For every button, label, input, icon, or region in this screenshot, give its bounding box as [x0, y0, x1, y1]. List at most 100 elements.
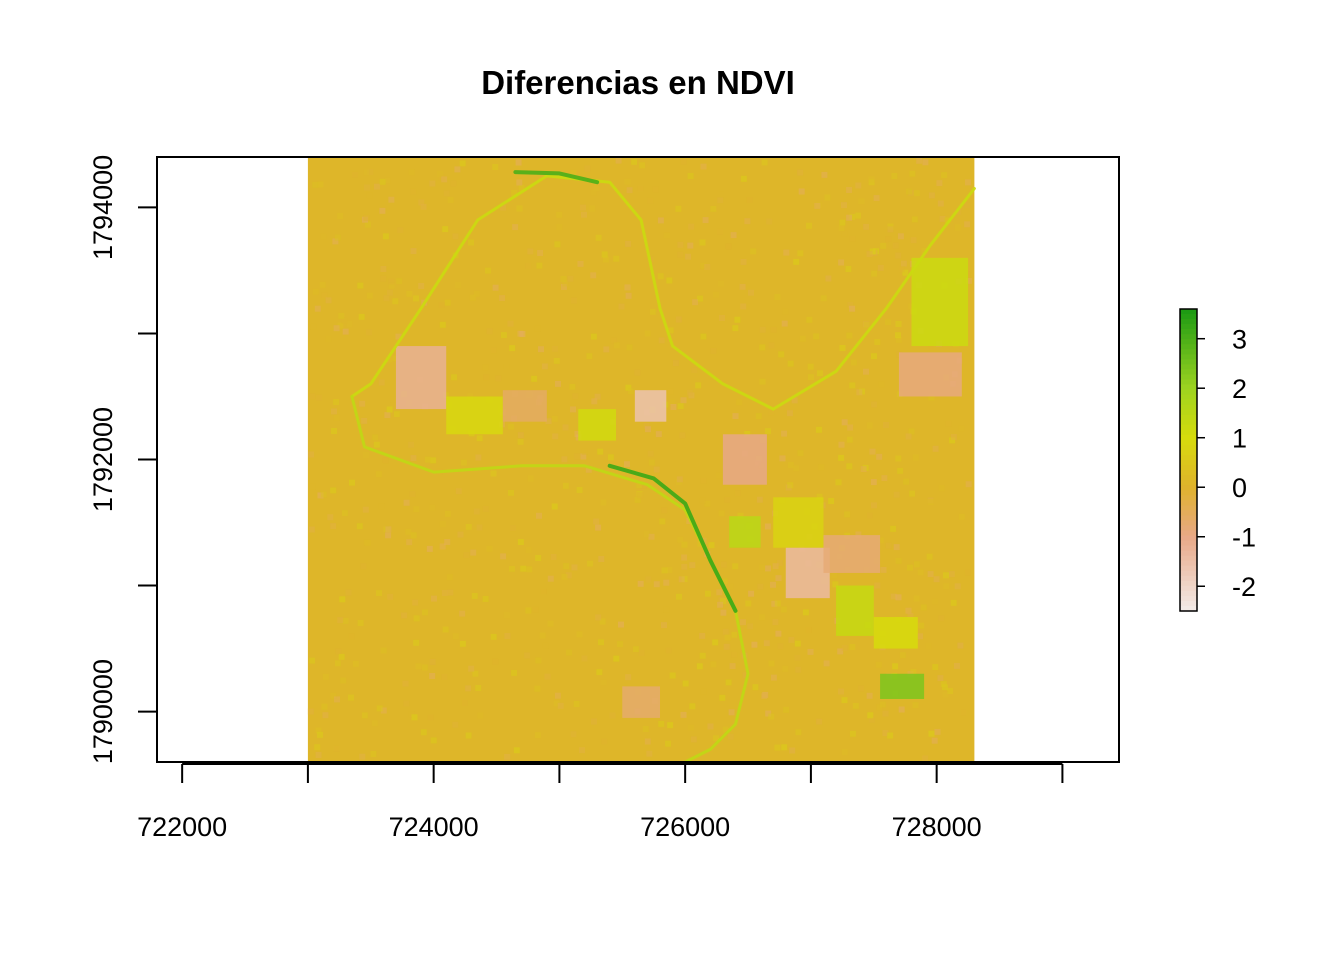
raster-cell — [410, 532, 417, 539]
raster-cell — [413, 615, 420, 622]
raster-cell — [795, 666, 802, 673]
raster-cell — [403, 700, 410, 707]
raster-cell — [338, 312, 345, 319]
raster-cell — [877, 264, 884, 271]
colorbar-segment — [1180, 485, 1197, 491]
raster-cell — [452, 721, 459, 728]
raster-cell — [841, 645, 848, 651]
raster-cell — [779, 455, 786, 462]
raster-cell — [317, 492, 324, 499]
raster-cell — [712, 639, 719, 646]
raster-cell — [699, 239, 706, 246]
raster-cell — [928, 344, 934, 351]
raster-cell — [832, 581, 839, 588]
raster-cell — [703, 537, 710, 544]
raster-cell — [759, 326, 766, 333]
raster-patch — [773, 497, 824, 548]
raster-cell — [593, 518, 600, 525]
raster-cell — [944, 217, 951, 224]
raster-cell — [348, 694, 354, 701]
raster-cell — [515, 159, 522, 166]
raster-cell — [681, 554, 688, 561]
raster-cell — [869, 448, 876, 455]
raster-cell — [333, 414, 340, 421]
raster-cell — [412, 599, 419, 606]
raster-cell — [731, 631, 738, 638]
raster-cell — [759, 564, 766, 571]
raster-cell — [931, 737, 938, 744]
raster-cell — [920, 604, 927, 611]
raster-cell — [937, 200, 944, 207]
raster-cell — [439, 543, 446, 550]
raster-cell — [312, 181, 319, 188]
colorbar-segment — [1180, 399, 1197, 406]
raster-cell — [563, 563, 570, 570]
x-tick-label: 728000 — [892, 812, 982, 842]
raster-cell — [442, 626, 449, 633]
raster-cell — [831, 572, 838, 579]
colorbar-segment — [1180, 580, 1197, 587]
raster-cell — [573, 701, 580, 707]
raster-cell — [916, 157, 923, 164]
raster-cell — [787, 360, 794, 367]
raster-cell — [652, 186, 659, 193]
raster-cell — [841, 419, 848, 426]
raster-cell — [751, 641, 758, 648]
raster-cell — [360, 563, 367, 570]
raster-cell — [376, 705, 383, 712]
colorbar-segment — [1180, 339, 1197, 345]
raster-cell — [858, 198, 865, 205]
raster-cell — [955, 208, 962, 215]
raster-cell — [509, 565, 515, 572]
raster-cell — [463, 552, 470, 559]
x-axis: 722000 724000 726000 728000 — [137, 763, 1064, 842]
raster-cell — [485, 267, 491, 274]
raster-cell — [552, 345, 558, 352]
raster-cell — [644, 330, 651, 337]
raster-cell — [663, 232, 670, 239]
raster-cell — [736, 399, 743, 406]
raster-background — [307, 157, 975, 762]
raster-cell — [898, 266, 905, 273]
raster-cell — [863, 321, 870, 328]
raster-cell — [386, 356, 392, 363]
raster-cell — [722, 628, 729, 635]
colorbar-segment — [1180, 404, 1197, 411]
raster-cell — [731, 651, 738, 658]
raster-cell — [964, 202, 971, 209]
raster-cell — [644, 738, 651, 745]
raster-cell — [473, 508, 480, 515]
raster-cell — [420, 203, 427, 210]
raster-cell — [770, 674, 777, 681]
raster-cell — [903, 478, 910, 485]
raster-cell — [379, 178, 386, 185]
raster-cell — [415, 663, 422, 670]
raster-patch — [446, 396, 503, 435]
raster-cell — [805, 627, 812, 633]
colorbar-segment — [1180, 550, 1197, 557]
raster-cell — [536, 512, 542, 519]
raster-cell — [667, 327, 674, 334]
colorbar-segment — [1180, 364, 1197, 370]
raster-cell — [645, 426, 651, 433]
raster-cell — [405, 528, 412, 535]
raster-cell — [823, 660, 830, 667]
raster-cell — [342, 617, 349, 624]
raster-cell — [590, 189, 597, 196]
colorbar-segment — [1180, 490, 1197, 496]
raster-cell — [909, 490, 916, 497]
colorbar-segment — [1180, 439, 1197, 446]
raster-cell — [561, 573, 568, 580]
raster-cell — [849, 382, 856, 389]
raster-cell — [655, 431, 662, 438]
raster-cell — [697, 295, 703, 302]
raster-cell — [724, 643, 731, 650]
raster-cell — [682, 680, 689, 687]
raster-patch — [502, 390, 547, 422]
raster-cell — [361, 626, 368, 633]
raster-cell — [783, 249, 790, 256]
raster-cell — [409, 491, 416, 498]
raster-cell — [376, 590, 382, 597]
raster-cell — [932, 664, 939, 671]
colorbar-segment — [1180, 394, 1197, 401]
